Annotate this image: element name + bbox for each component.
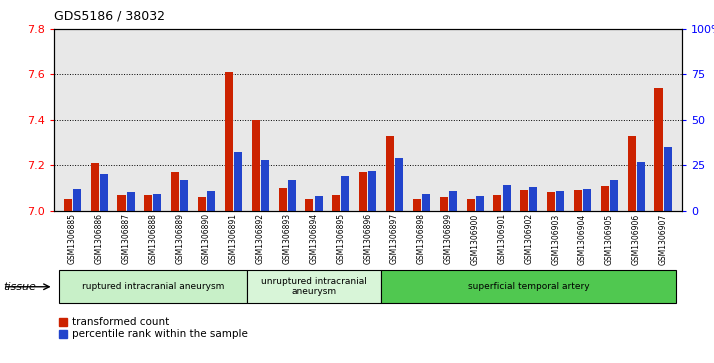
Bar <box>118 195 126 211</box>
Bar <box>600 185 609 211</box>
Bar <box>332 195 341 211</box>
Bar <box>503 185 511 211</box>
Bar <box>181 180 188 211</box>
Text: GDS5186 / 38032: GDS5186 / 38032 <box>54 9 164 22</box>
Bar <box>529 187 538 211</box>
Text: tissue: tissue <box>4 282 36 292</box>
Bar <box>315 196 323 211</box>
Text: unruptured intracranial
aneurysm: unruptured intracranial aneurysm <box>261 277 367 297</box>
Legend: transformed count, percentile rank within the sample: transformed count, percentile rank withi… <box>59 317 248 339</box>
Bar <box>637 162 645 211</box>
Bar <box>610 180 618 211</box>
Bar <box>126 192 135 211</box>
Bar <box>449 191 457 211</box>
Bar <box>278 188 286 211</box>
Bar <box>91 163 99 211</box>
Bar <box>341 176 349 211</box>
Bar <box>395 158 403 211</box>
Bar <box>583 189 591 211</box>
FancyBboxPatch shape <box>381 270 676 303</box>
Text: ruptured intracranial aneurysm: ruptured intracranial aneurysm <box>81 282 224 291</box>
FancyBboxPatch shape <box>59 270 247 303</box>
Bar <box>234 152 242 211</box>
Bar <box>252 120 260 211</box>
Bar <box>198 197 206 211</box>
Bar <box>440 197 448 211</box>
Bar <box>288 180 296 211</box>
Bar <box>154 194 161 211</box>
Bar <box>73 189 81 211</box>
Bar <box>144 195 152 211</box>
Bar <box>100 174 108 211</box>
Bar <box>207 191 215 211</box>
Bar <box>466 199 475 211</box>
Bar <box>422 194 430 211</box>
Bar <box>655 88 663 211</box>
Bar <box>574 190 582 211</box>
Bar <box>663 147 672 211</box>
Bar <box>225 72 233 211</box>
Bar <box>171 172 179 211</box>
Bar <box>359 172 367 211</box>
Bar <box>386 136 394 211</box>
Bar <box>476 196 483 211</box>
Bar <box>368 171 376 211</box>
Bar <box>493 195 501 211</box>
Bar <box>556 191 564 211</box>
Bar <box>521 190 528 211</box>
Bar <box>64 199 72 211</box>
Bar <box>261 160 269 211</box>
FancyBboxPatch shape <box>247 270 381 303</box>
Bar <box>628 136 635 211</box>
Text: superficial temporal artery: superficial temporal artery <box>468 282 590 291</box>
Bar <box>413 199 421 211</box>
Bar <box>547 192 555 211</box>
Bar <box>306 199 313 211</box>
